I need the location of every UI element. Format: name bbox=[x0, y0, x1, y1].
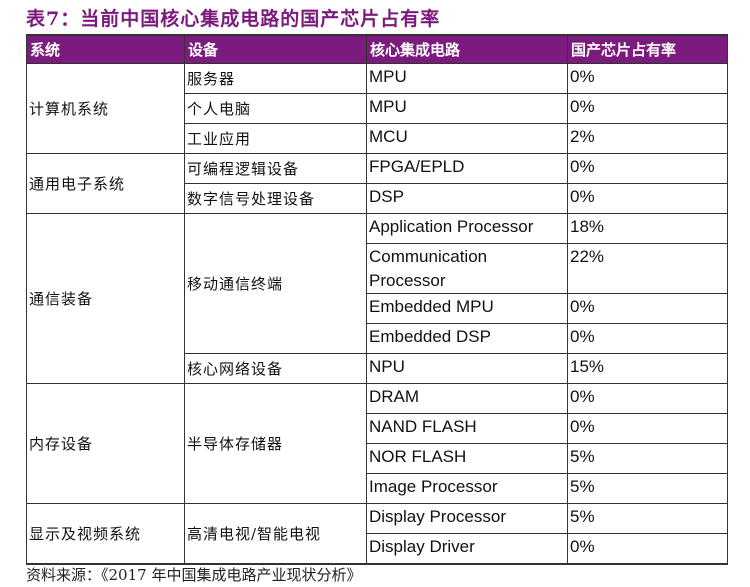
header-device: 设备 bbox=[184, 34, 367, 64]
chip-cell: Embedded MPU bbox=[366, 293, 568, 324]
chip-cell: Display Processor bbox=[366, 503, 568, 534]
device-cell: 工业应用 bbox=[184, 123, 367, 154]
share-cell: 5% bbox=[567, 443, 728, 474]
share-cell: 0% bbox=[567, 413, 728, 444]
system-cell: 显示及视频系统 bbox=[26, 503, 185, 564]
table-row: NAND FLASH 0% bbox=[27, 413, 728, 444]
chip-cell: Display Driver bbox=[366, 533, 568, 564]
header-row: 系统 设备 核心集成电路 国产芯片占有率 bbox=[26, 34, 728, 64]
share-cell: 0% bbox=[567, 383, 728, 414]
chip-cell: Embedded DSP bbox=[366, 323, 568, 354]
table-row: Display Driver 0% bbox=[27, 533, 728, 564]
share-cell: 0% bbox=[567, 93, 728, 124]
table-row: 数字信号处理设备 DSP 0% bbox=[27, 183, 728, 214]
table-row: Image Processor 5% bbox=[27, 473, 728, 504]
device-cell: 高清电视/智能电视 bbox=[184, 503, 367, 564]
chip-cell: NAND FLASH bbox=[366, 413, 568, 444]
share-cell: 0% bbox=[567, 183, 728, 214]
chip-cell: MCU bbox=[366, 123, 568, 154]
chip-share-table: 系统 设备 核心集成电路 国产芯片占有率 计算机系统 服务器 MPU 0% 个人电脑 MP… bbox=[26, 34, 728, 565]
system-cell: 内存设备 bbox=[26, 383, 185, 504]
header-system: 系统 bbox=[26, 34, 185, 64]
system-cell: 通用电子系统 bbox=[26, 153, 185, 214]
chip-cell: Application Processor bbox=[366, 213, 568, 244]
device-cell: 核心网络设备 bbox=[184, 353, 367, 384]
chip-cell: MPU bbox=[366, 93, 568, 124]
table-row: Communication Processor 22% bbox=[27, 243, 728, 294]
table-row: Embedded DSP 0% bbox=[27, 323, 728, 354]
share-cell: 18% bbox=[567, 213, 728, 244]
share-cell: 5% bbox=[567, 473, 728, 504]
device-cell: 服务器 bbox=[184, 63, 367, 94]
device-cell: 可编程逻辑设备 bbox=[184, 153, 367, 184]
share-cell: 0% bbox=[567, 533, 728, 564]
system-cell: 通信装备 bbox=[26, 213, 185, 384]
device-cell: 个人电脑 bbox=[184, 93, 367, 124]
table-row: 个人电脑 MPU 0% bbox=[27, 93, 728, 124]
share-cell: 2% bbox=[567, 123, 728, 154]
chip-cell: DRAM bbox=[366, 383, 568, 414]
table-row: 工业应用 MCU 2% bbox=[27, 123, 728, 154]
source-note: 资料来源：《2017 年中国集成电路产业现状分析》 bbox=[26, 566, 362, 584]
device-cell: 移动通信终端 bbox=[184, 213, 367, 354]
share-cell: 15% bbox=[567, 353, 728, 384]
chip-cell: Communication Processor bbox=[366, 243, 568, 294]
share-cell: 0% bbox=[567, 323, 728, 354]
share-cell: 0% bbox=[567, 63, 728, 94]
chip-cell: NPU bbox=[366, 353, 568, 384]
share-cell: 22% bbox=[567, 243, 728, 294]
table-row: 通信装备 移动通信终端 Application Processor 18% bbox=[26, 213, 728, 384]
share-cell: 0% bbox=[567, 293, 728, 324]
table-row: 核心网络设备 NPU 15% bbox=[27, 353, 728, 384]
device-cell: 数字信号处理设备 bbox=[184, 183, 367, 214]
share-cell: 0% bbox=[567, 153, 728, 184]
table-row: 显示及视频系统 高清电视/智能电视 Display Processor 5% bbox=[26, 503, 728, 564]
device-cell: 半导体存储器 bbox=[184, 383, 367, 504]
table-row: 计算机系统 服务器 MPU 0% bbox=[26, 63, 728, 154]
chip-cell: DSP bbox=[366, 183, 568, 214]
share-cell: 5% bbox=[567, 503, 728, 534]
chip-cell: MPU bbox=[366, 63, 568, 94]
header-chip: 核心集成电路 bbox=[366, 34, 568, 64]
table-title: 表7：当前中国核心集成电路的国产芯片占有率 bbox=[26, 8, 441, 30]
chip-cell: FPGA/EPLD bbox=[366, 153, 568, 184]
system-cell: 计算机系统 bbox=[26, 63, 185, 154]
header-share: 国产芯片占有率 bbox=[567, 34, 728, 64]
chip-cell: Image Processor bbox=[366, 473, 568, 504]
chip-cell: NOR FLASH bbox=[366, 443, 568, 474]
table-row: 通用电子系统 可编程逻辑设备 FPGA/EPLD 0% bbox=[26, 153, 728, 214]
table-row: 内存设备 半导体存储器 DRAM 0% bbox=[26, 383, 728, 504]
